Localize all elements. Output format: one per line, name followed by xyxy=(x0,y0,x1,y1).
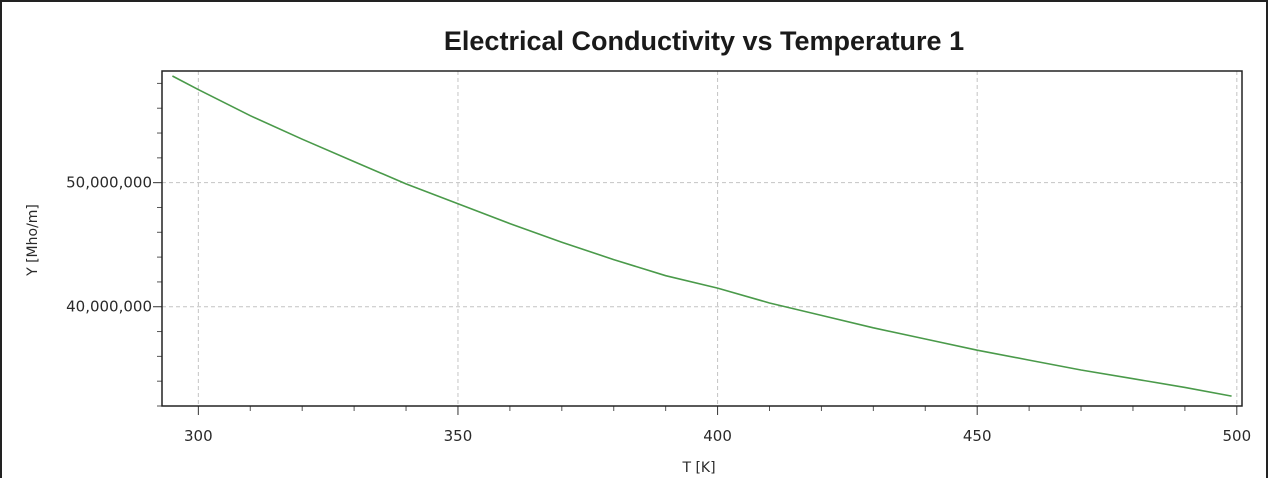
x-tick-label: 300 xyxy=(184,427,213,445)
frame-border-top xyxy=(0,0,1268,2)
x-tick-labels: 300 350 400 450 500 xyxy=(184,427,1251,445)
series-layer xyxy=(172,75,1232,397)
x-tick-label: 400 xyxy=(703,427,732,445)
x-tick-label: 450 xyxy=(963,427,992,445)
frame-border-left xyxy=(0,0,2,478)
series-line xyxy=(172,75,1232,397)
y-tick-label: 50,000,000 xyxy=(66,174,152,192)
frame-border-right xyxy=(1266,0,1268,478)
y-tick-label: 40,000,000 xyxy=(66,298,152,316)
grid-lines xyxy=(162,71,1242,406)
minor-ticks xyxy=(157,82,1186,411)
y-tick-labels: 40,000,000 50,000,000 xyxy=(66,174,152,316)
y-axis-label: Y [Mho/m] xyxy=(25,204,41,277)
major-ticks xyxy=(153,182,1238,415)
x-tick-label: 350 xyxy=(444,427,473,445)
x-axis-label: T [K] xyxy=(681,460,715,476)
plot-area-border xyxy=(161,70,1243,407)
chart-title: Electrical Conductivity vs Temperature 1 xyxy=(444,26,964,56)
x-tick-label: 500 xyxy=(1222,427,1251,445)
